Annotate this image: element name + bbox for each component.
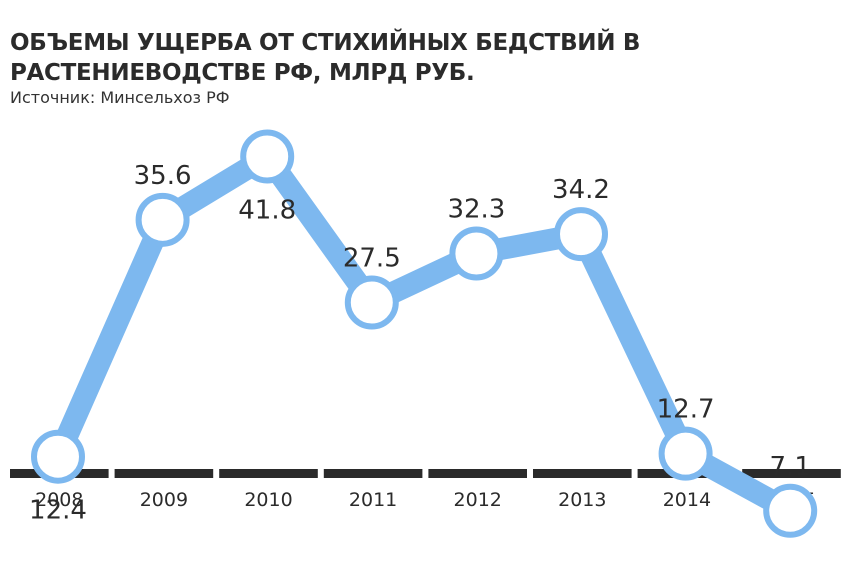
- axis-segment: [533, 469, 632, 478]
- x-tick-label: 2009: [140, 489, 188, 511]
- data-point: [135, 192, 190, 247]
- chart-source: Источник: Минсельхоз РФ: [10, 88, 230, 107]
- data-label: 12.7: [657, 395, 715, 425]
- data-point: [449, 226, 504, 281]
- x-tick-label: 2014: [663, 489, 711, 511]
- axis-segment: [323, 469, 423, 478]
- x-tick-label: 2012: [454, 489, 502, 511]
- x-tick-label: 2008: [35, 489, 83, 511]
- data-point: [554, 207, 608, 262]
- data-label: 27.5: [343, 244, 401, 274]
- data-point: [658, 426, 713, 481]
- axis-segment: [428, 469, 527, 478]
- axis-segment: [219, 469, 318, 478]
- data-label: 41.8: [238, 196, 296, 226]
- data-label: 7.1: [770, 452, 811, 482]
- x-tick-label: 2010: [244, 489, 292, 511]
- data-label: 32.3: [447, 195, 505, 225]
- x-tick-label: 2013: [558, 489, 606, 511]
- axis-segment: [114, 469, 214, 478]
- chart-title: ОБЪЕМЫ УЩЕРБА ОТ СТИХИЙНЫХ БЕДСТВИЙ В РА…: [10, 28, 710, 88]
- data-point: [31, 429, 85, 484]
- chart-title-line-2: РАСТЕНИЕВОДСТВЕ РФ, МЛРД РУБ.: [10, 60, 475, 86]
- chart-title-line-1: ОБЪЕМЫ УЩЕРБА ОТ СТИХИЙНЫХ БЕДСТВИЙ В: [10, 30, 641, 56]
- data-point: [344, 275, 399, 330]
- axis-segment: [742, 469, 841, 478]
- data-label: 12.4: [29, 496, 87, 526]
- data-label: 34.2: [552, 175, 610, 205]
- x-tick-label: 2011: [349, 489, 397, 511]
- data-point: [240, 129, 295, 184]
- data-label: 35.6: [134, 161, 192, 191]
- data-point: [763, 483, 818, 538]
